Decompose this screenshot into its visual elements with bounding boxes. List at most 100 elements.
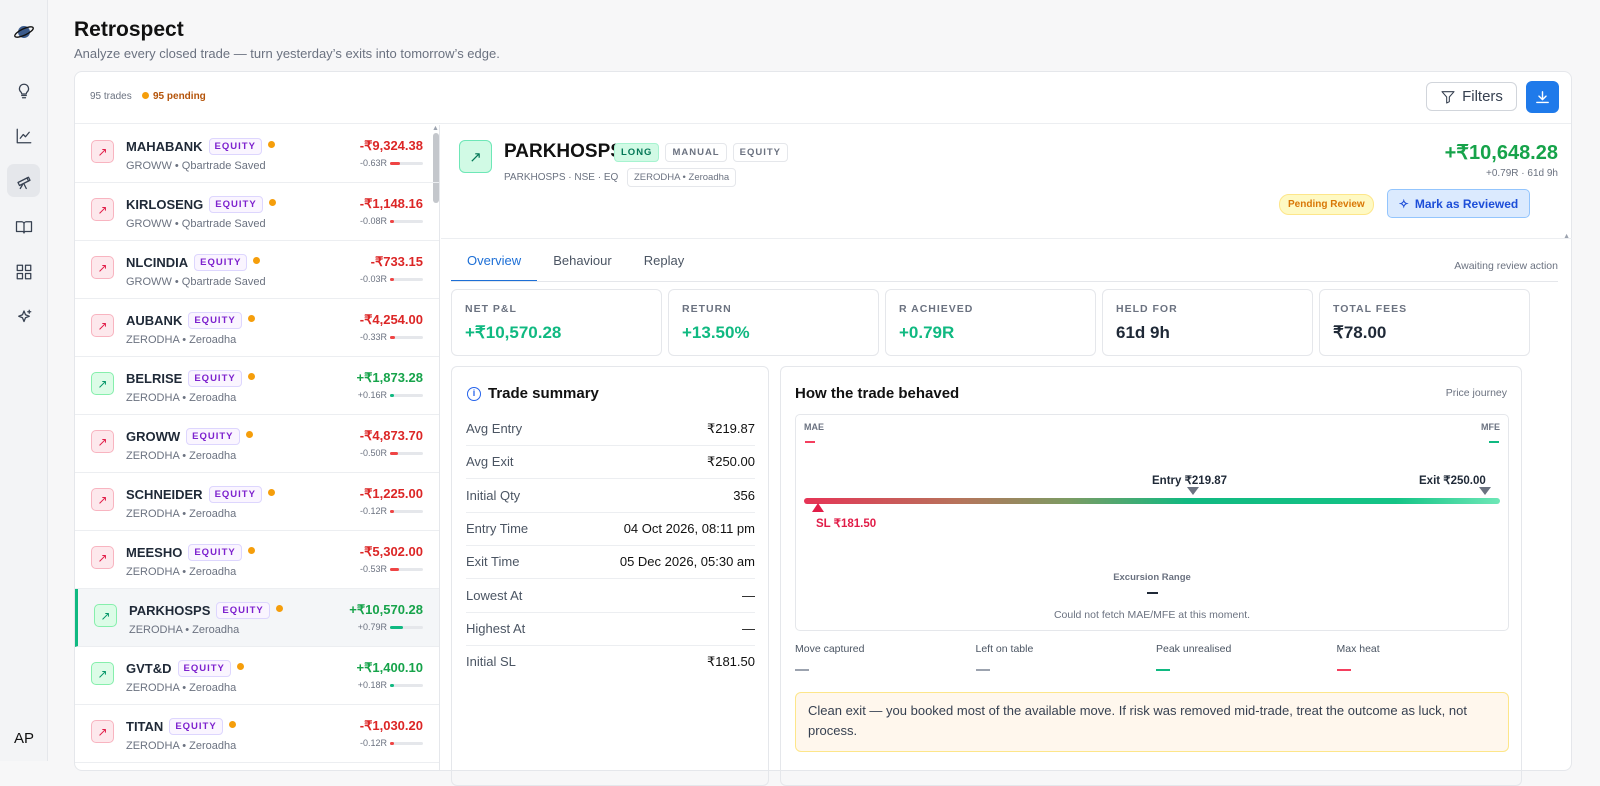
- mark-reviewed-button[interactable]: ✧ Mark as Reviewed: [1387, 189, 1530, 218]
- trade-row[interactable]: ↗ AUBANK EQUITY ZERODHA • Zeroadha -₹4,254.0…: [75, 299, 439, 357]
- summary-key: Entry Time: [466, 520, 529, 536]
- arrow-up-right-icon: ↗: [91, 546, 114, 569]
- trade-row[interactable]: ↗ GVT&D EQUITY ZERODHA • Zeroadha +₹1,400.10…: [75, 647, 439, 705]
- chart-icon[interactable]: [7, 119, 40, 152]
- metric-label: Left on table: [975, 643, 1034, 655]
- summary-value: —: [742, 620, 755, 636]
- trade-broker: ZERODHA • Zeroadha: [126, 450, 237, 462]
- pending-dot-icon: [245, 431, 253, 438]
- trade-symbol: MAHABANK EQUITY: [126, 138, 275, 155]
- detail-symbol: PARKHOSPS: [504, 141, 623, 162]
- download-button[interactable]: [1526, 81, 1559, 113]
- trade-row[interactable]: ↗ MAHABANK EQUITY GROWW • Qbartrade Saved -₹…: [75, 125, 439, 183]
- sl-marker-icon: [812, 503, 824, 512]
- trade-symbol: AUBANK EQUITY: [126, 312, 255, 329]
- stat-card: HELD FOR 61d 9h: [1102, 289, 1313, 356]
- r-bar: [390, 451, 423, 455]
- trade-row[interactable]: ↗ PARKHOSPS EQUITY ZERODHA • Zeroadha +₹10,5…: [75, 589, 439, 647]
- trade-symbol: SCHNEIDER EQUITY: [126, 486, 275, 503]
- metric-value: [795, 669, 809, 671]
- r-bar-fill: [390, 741, 394, 745]
- trade-pnl: +₹10,570.28: [349, 602, 423, 617]
- trade-broker: ZERODHA • Zeroadha: [126, 392, 237, 404]
- summary-value: ₹250.00: [706, 454, 755, 470]
- tag-long: LONG: [614, 143, 660, 162]
- trade-broker: GROWW • Qbartrade Saved: [126, 276, 266, 288]
- telescope-icon[interactable]: [7, 164, 40, 197]
- summary-key: Avg Entry: [466, 421, 523, 436]
- metric-label: Max heat: [1336, 643, 1380, 655]
- r-bar-fill: [390, 625, 404, 629]
- header-divider: [441, 238, 1572, 239]
- summary-key: Initial SL: [466, 654, 516, 670]
- trade-row[interactable]: ↗ SCHNEIDER EQUITY ZERODHA • Zeroadha -₹1,22…: [75, 473, 439, 531]
- summary-value: 04 Oct 2026, 08:11 pm: [623, 520, 755, 536]
- arrow-up-right-icon: ↗: [459, 140, 492, 173]
- trade-symbol: KIRLOSENG EQUITY: [126, 196, 276, 213]
- trade-row[interactable]: ↗ BELRISE EQUITY ZERODHA • Zeroadha +₹1,873.…: [75, 357, 439, 415]
- trade-r-text: -0.12R: [359, 506, 387, 516]
- summary-key: Avg Exit: [466, 454, 514, 470]
- trade-r: -0.08R: [360, 216, 423, 226]
- user-avatar[interactable]: AP: [13, 730, 34, 747]
- summary-key: Highest At: [466, 620, 526, 636]
- summary-key: Initial Qty: [466, 487, 521, 503]
- trade-row[interactable]: ↗ NLCINDIA EQUITY GROWW • Qbartrade Saved -₹…: [75, 241, 439, 299]
- trade-row[interactable]: ↗ MEESHO EQUITY ZERODHA • Zeroadha -₹5,302.0…: [75, 531, 439, 589]
- filters-button[interactable]: Filters: [1426, 82, 1517, 111]
- trade-pnl: -₹4,873.70: [359, 428, 423, 443]
- trade-list[interactable]: ▲ ↗ MAHABANK EQUITY GROWW • Qbartrade Saved…: [75, 125, 440, 771]
- awaiting-label: Awaiting review action: [1454, 260, 1558, 272]
- r-bar-fill: [390, 335, 396, 339]
- grid-icon[interactable]: [7, 255, 40, 288]
- trade-symbol-text: KIRLOSENG: [126, 197, 204, 212]
- exit-label: Exit ₹250.00: [1419, 475, 1486, 487]
- scroll-up-icon[interactable]: ▲: [432, 125, 439, 132]
- trade-symbol-text: AUBANK: [126, 313, 183, 328]
- trade-r-text: +0.79R: [357, 622, 387, 632]
- equity-badge: EQUITY: [208, 486, 262, 503]
- tab-behaviour[interactable]: Behaviour: [553, 253, 612, 268]
- detail-pnl-sub: +0.79R · 61d 9h: [1486, 168, 1558, 179]
- trade-r: -0.12R: [360, 506, 423, 516]
- trade-pnl: -₹1,148.16: [359, 196, 423, 211]
- r-bar: [390, 161, 423, 165]
- trade-summary-title: Trade summary: [488, 385, 599, 402]
- logo-icon[interactable]: [7, 15, 40, 48]
- lightbulb-icon[interactable]: [7, 74, 40, 107]
- trade-r: -0.33R: [360, 332, 423, 342]
- arrow-up-right-icon: ↗: [91, 198, 114, 221]
- pending-dot-icon: [275, 605, 283, 612]
- equity-badge: EQUITY: [188, 312, 242, 329]
- pending-count-label: 95 pending: [153, 91, 206, 102]
- r-bar: [390, 219, 423, 223]
- summary-row: Avg Entry ₹219.87: [466, 413, 755, 446]
- book-icon[interactable]: [7, 210, 40, 243]
- pending-dot-icon: [267, 489, 275, 496]
- trade-broker: ZERODHA • Zeroadha: [126, 740, 237, 752]
- tab-replay[interactable]: Replay: [643, 253, 685, 268]
- sparkle-icon: ✧: [1398, 196, 1409, 211]
- status-badge: Pending Review: [1279, 194, 1374, 215]
- r-bar: [390, 277, 423, 281]
- tab-overview[interactable]: Overview: [451, 252, 538, 282]
- trade-row[interactable]: ↗ KIRLOSENG EQUITY GROWW • Qbartrade Saved -…: [75, 183, 439, 241]
- trade-pnl: -₹4,254.00: [359, 312, 423, 327]
- trade-r: -0.50R: [360, 448, 423, 458]
- summary-value: ₹219.87: [706, 421, 755, 436]
- trade-row[interactable]: ↗ GROWW EQUITY ZERODHA • Zeroadha -₹4,873.70…: [75, 415, 439, 473]
- mae-label: MAE: [804, 422, 824, 432]
- trade-row[interactable]: ↗ TITAN EQUITY ZERODHA • Zeroadha -₹1,030.20…: [75, 705, 439, 763]
- equity-badge: EQUITY: [208, 138, 262, 155]
- list-scrollbar[interactable]: [433, 133, 439, 203]
- equity-badge: EQUITY: [177, 660, 231, 677]
- trade-symbol-text: GROWW: [126, 429, 181, 444]
- detail-scroll-up-icon[interactable]: ▲: [1563, 233, 1570, 240]
- download-icon: [1536, 90, 1549, 103]
- r-bar: [390, 393, 423, 397]
- tag-equity: EQUITY: [732, 143, 788, 162]
- trade-r-text: -0.53R: [359, 564, 387, 574]
- sidebar-rail: AP: [0, 0, 48, 761]
- filter-icon: [1441, 90, 1455, 104]
- sparkles-icon[interactable]: [7, 300, 40, 333]
